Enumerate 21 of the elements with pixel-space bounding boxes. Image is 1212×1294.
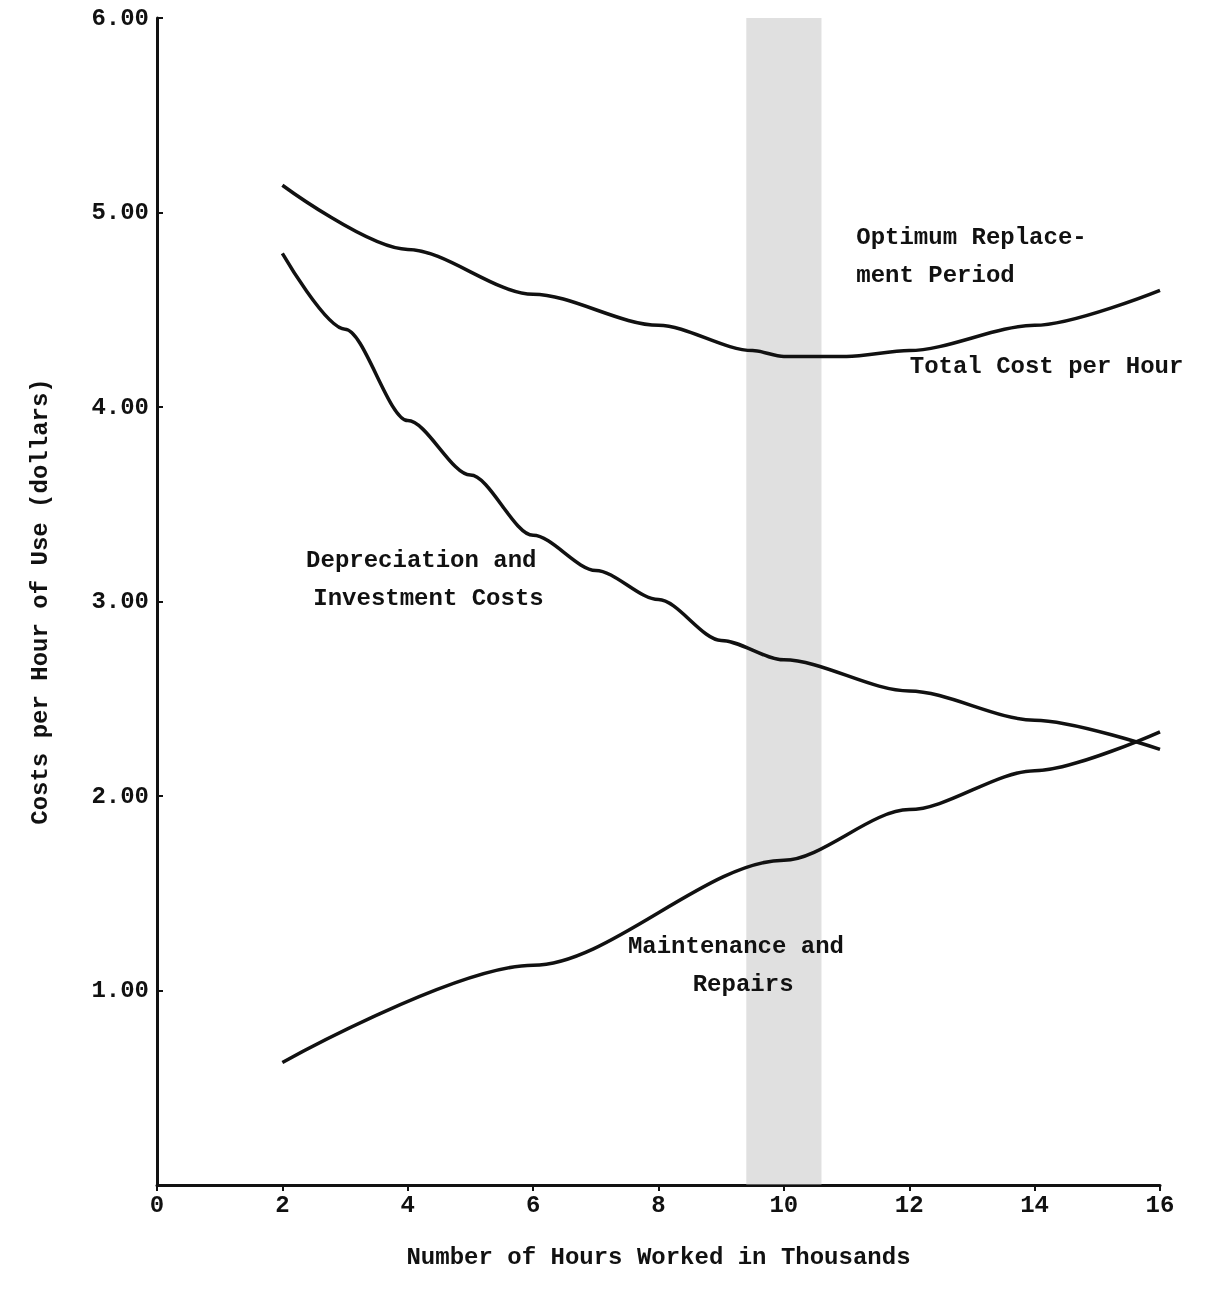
y-tick-label: 1.00	[91, 977, 149, 1004]
y-axis-title: Costs per Hour of Use (dollars)	[26, 378, 54, 825]
x-tick-label: 12	[894, 1191, 924, 1219]
y-tick-label: 6.00	[91, 4, 149, 32]
x-axis-title: Number of Hours Worked in Thousands	[406, 1243, 911, 1271]
x-tick-label: 2	[275, 1191, 290, 1219]
x-tick-label: 14	[1020, 1191, 1050, 1219]
y-tick-label: 3.00	[91, 588, 149, 615]
series-label: Depreciation and Investment Costs	[306, 547, 551, 613]
series-label: Total Cost per Hour	[909, 352, 1184, 380]
x-tick-label: 8	[651, 1191, 666, 1219]
x-tick-label: 0	[149, 1191, 165, 1219]
series-label: Maintenance and Repairs	[627, 932, 859, 998]
x-tick-label: 6	[525, 1191, 541, 1219]
x-tick-label: 4	[400, 1191, 415, 1219]
y-tick-label: 2.00	[91, 782, 149, 810]
x-tick-label: 10	[769, 1191, 799, 1219]
y-tick-label: 4.00	[91, 393, 149, 421]
band-label: Optimum Replace- ment Period	[856, 223, 1087, 289]
x-tick-label: 16	[1145, 1191, 1175, 1219]
y-tick-label: 5.00	[91, 199, 149, 226]
